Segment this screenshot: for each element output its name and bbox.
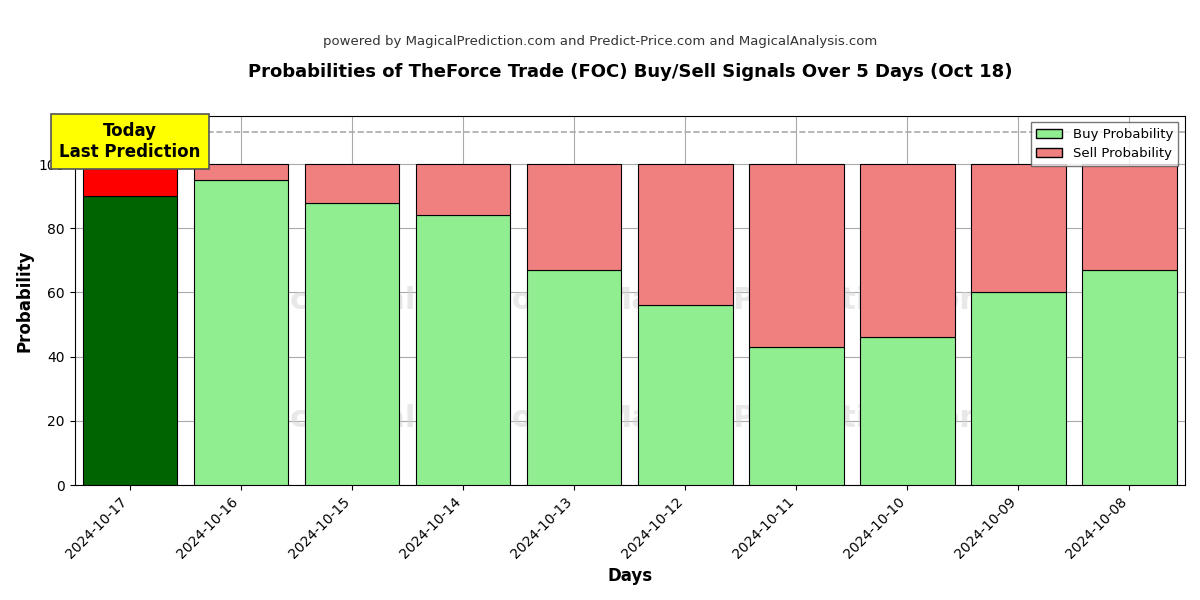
Bar xyxy=(527,164,622,270)
Bar xyxy=(749,164,844,347)
Bar xyxy=(305,164,400,203)
Bar xyxy=(83,164,178,196)
Bar xyxy=(194,180,288,485)
Text: Today
Last Prediction: Today Last Prediction xyxy=(60,122,200,161)
Legend: Buy Probability, Sell Probability: Buy Probability, Sell Probability xyxy=(1031,122,1178,166)
Bar xyxy=(1082,270,1177,485)
Bar xyxy=(416,215,510,485)
Bar xyxy=(194,164,288,180)
Bar xyxy=(83,196,178,485)
Bar xyxy=(1082,164,1177,270)
Bar xyxy=(971,292,1066,485)
Bar xyxy=(416,164,510,215)
Bar xyxy=(971,164,1066,292)
Text: MagicalPrediction.com: MagicalPrediction.com xyxy=(601,404,991,433)
Bar xyxy=(749,347,844,485)
Title: Probabilities of TheForce Trade (FOC) Buy/Sell Signals Over 5 Days (Oct 18): Probabilities of TheForce Trade (FOC) Bu… xyxy=(247,63,1012,81)
Bar xyxy=(305,203,400,485)
Text: MagicalAnalysis.com: MagicalAnalysis.com xyxy=(206,404,564,433)
Bar xyxy=(860,164,955,337)
Y-axis label: Probability: Probability xyxy=(16,249,34,352)
X-axis label: Days: Days xyxy=(607,567,653,585)
Bar xyxy=(860,337,955,485)
Bar xyxy=(638,164,732,305)
Bar xyxy=(638,305,732,485)
Bar xyxy=(527,270,622,485)
Text: MagicalPrediction.com: MagicalPrediction.com xyxy=(601,286,991,315)
Text: powered by MagicalPrediction.com and Predict-Price.com and MagicalAnalysis.com: powered by MagicalPrediction.com and Pre… xyxy=(323,35,877,48)
Text: MagicalAnalysis.com: MagicalAnalysis.com xyxy=(206,286,564,315)
